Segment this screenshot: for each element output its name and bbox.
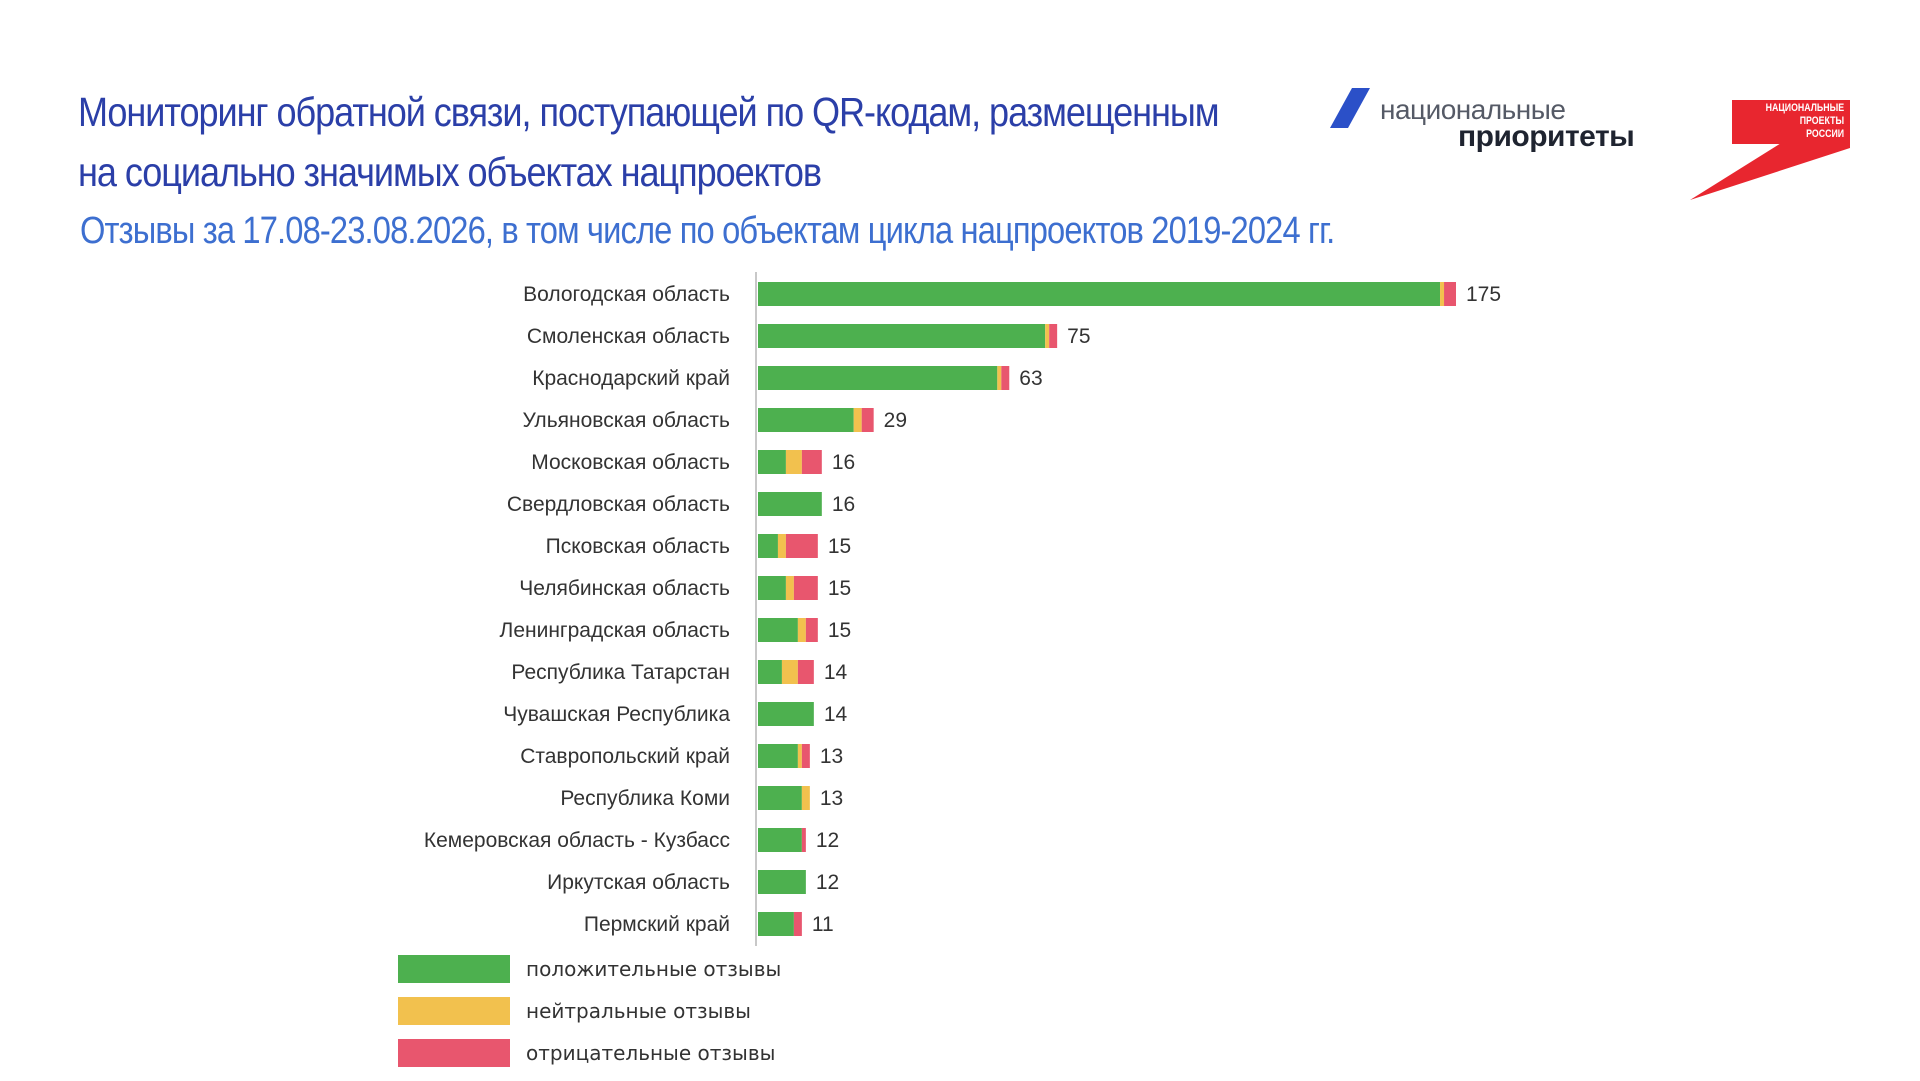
bar-segment-negative bbox=[861, 408, 874, 432]
category-label: Смоленская область bbox=[527, 325, 730, 348]
bar-total-label: 12 bbox=[816, 871, 839, 894]
page-title: Мониторинг обратной связи, поступающей п… bbox=[78, 82, 1220, 202]
category-label: Пермский край bbox=[584, 913, 730, 936]
logo-text-line-1: национальные bbox=[1380, 94, 1566, 125]
slash-logo-icon bbox=[1330, 88, 1370, 128]
category-label: Московская область bbox=[531, 451, 730, 474]
bar-segment-neutral bbox=[853, 408, 862, 432]
bar-total-label: 14 bbox=[824, 661, 848, 684]
bar-total-label: 13 bbox=[820, 787, 843, 810]
bar-segment-positive bbox=[758, 450, 786, 474]
bar-total-label: 75 bbox=[1067, 325, 1090, 348]
bar-segment-positive bbox=[758, 408, 854, 432]
logo-caption-line-2: ПРОЕКТЫ bbox=[1799, 115, 1844, 127]
legend-label-negative: отрицательные отзывы bbox=[526, 1041, 776, 1065]
legend-label-positive: положительные отзывы bbox=[526, 957, 782, 981]
bar-total-label: 13 bbox=[820, 745, 843, 768]
bar-segment-negative bbox=[801, 450, 822, 474]
chart-subtitle: Отзывы за 17.08-23.08.2026, в том числе … bbox=[80, 210, 1335, 252]
title-line-2: на социально значимых объектах нацпроект… bbox=[78, 149, 822, 195]
legend-swatch-positive bbox=[398, 955, 510, 983]
bar-segment-neutral bbox=[1440, 282, 1445, 306]
bar-segment-neutral bbox=[997, 366, 1002, 390]
logo-text-line-2: приоритеты bbox=[1458, 120, 1635, 153]
bar-segment-neutral bbox=[785, 450, 802, 474]
bar-segment-positive bbox=[758, 786, 802, 810]
bar-total-label: 15 bbox=[828, 535, 851, 558]
bar-total-label: 15 bbox=[828, 619, 851, 642]
bar-segment-negative bbox=[801, 828, 806, 852]
bar-segment-neutral bbox=[781, 660, 798, 684]
bar-segment-neutral bbox=[1045, 324, 1050, 348]
bar-segment-positive bbox=[758, 534, 778, 558]
bar-total-label: 16 bbox=[832, 451, 855, 474]
bar-segment-negative bbox=[805, 618, 818, 642]
bar-segment-positive bbox=[758, 828, 802, 852]
bar-total-label: 63 bbox=[1019, 367, 1042, 390]
category-label: Свердловская область bbox=[507, 493, 730, 516]
bar-segment-positive bbox=[758, 492, 822, 516]
bar-segment-negative bbox=[793, 912, 802, 936]
bar-total-label: 29 bbox=[884, 409, 907, 432]
bar-segment-neutral bbox=[801, 786, 810, 810]
category-label: Краснодарский край bbox=[532, 367, 730, 390]
category-label: Чувашская Республика bbox=[503, 703, 730, 726]
category-label: Ульяновская область bbox=[523, 409, 731, 432]
bar-segment-negative bbox=[1049, 324, 1058, 348]
bar-segment-positive bbox=[758, 912, 794, 936]
bar-segment-positive bbox=[758, 576, 786, 600]
category-label: Республика Татарстан bbox=[511, 661, 730, 684]
bar-segment-positive bbox=[758, 660, 782, 684]
category-label: Иркутская область bbox=[547, 871, 730, 894]
legend-label-neutral: нейтральные отзывы bbox=[526, 999, 751, 1023]
category-label: Ленинградская область bbox=[500, 619, 731, 642]
bar-segment-positive bbox=[758, 870, 806, 894]
national-projects-logo: НАЦИОНАЛЬНЫЕ ПРОЕКТЫ РОССИИ bbox=[1690, 100, 1850, 200]
category-label: Республика Коми bbox=[560, 787, 730, 810]
category-label: Челябинская область bbox=[519, 577, 730, 600]
bar-segment-negative bbox=[801, 744, 810, 768]
bar-total-label: 175 bbox=[1466, 283, 1501, 306]
category-label: Ставропольский край bbox=[520, 745, 730, 768]
bar-segment-negative bbox=[785, 534, 818, 558]
bar-segment-neutral bbox=[797, 618, 806, 642]
category-label: Вологодская область bbox=[523, 283, 730, 306]
legend-swatch-neutral bbox=[398, 997, 510, 1025]
bar-segment-positive bbox=[758, 366, 998, 390]
bar-segment-positive bbox=[758, 702, 814, 726]
bar-segment-negative bbox=[797, 660, 814, 684]
bar-segment-neutral bbox=[777, 534, 786, 558]
bar-total-label: 12 bbox=[816, 829, 839, 852]
bar-segment-negative bbox=[1444, 282, 1456, 306]
national-priorities-logo: национальные приоритеты bbox=[1330, 88, 1660, 158]
legend-swatch-negative bbox=[398, 1039, 510, 1067]
category-label: Кемеровская область - Кузбасс bbox=[424, 829, 730, 852]
category-label: Псковская область bbox=[546, 535, 730, 558]
bar-segment-positive bbox=[758, 324, 1046, 348]
logo-caption-line-1: НАЦИОНАЛЬНЫЕ bbox=[1765, 102, 1844, 114]
logo-caption: НАЦИОНАЛЬНЫЕ ПРОЕКТЫ РОССИИ bbox=[1766, 102, 1844, 141]
bar-segment-negative bbox=[1001, 366, 1010, 390]
bar-segment-neutral bbox=[797, 744, 802, 768]
logo-caption-line-3: РОССИИ bbox=[1806, 128, 1844, 140]
bar-segment-positive bbox=[758, 282, 1441, 306]
bar-segment-positive bbox=[758, 618, 798, 642]
title-line-1: Мониторинг обратной связи, поступающей п… bbox=[78, 89, 1220, 135]
bar-total-label: 16 bbox=[832, 493, 855, 516]
bar-total-label: 15 bbox=[828, 577, 851, 600]
bar-segment-negative bbox=[793, 576, 818, 600]
bar-segment-neutral bbox=[785, 576, 794, 600]
red-triangle-logo-icon bbox=[1690, 100, 1850, 200]
bar-total-label: 14 bbox=[824, 703, 848, 726]
bar-segment-positive bbox=[758, 744, 798, 768]
bar-total-label: 11 bbox=[812, 913, 834, 936]
